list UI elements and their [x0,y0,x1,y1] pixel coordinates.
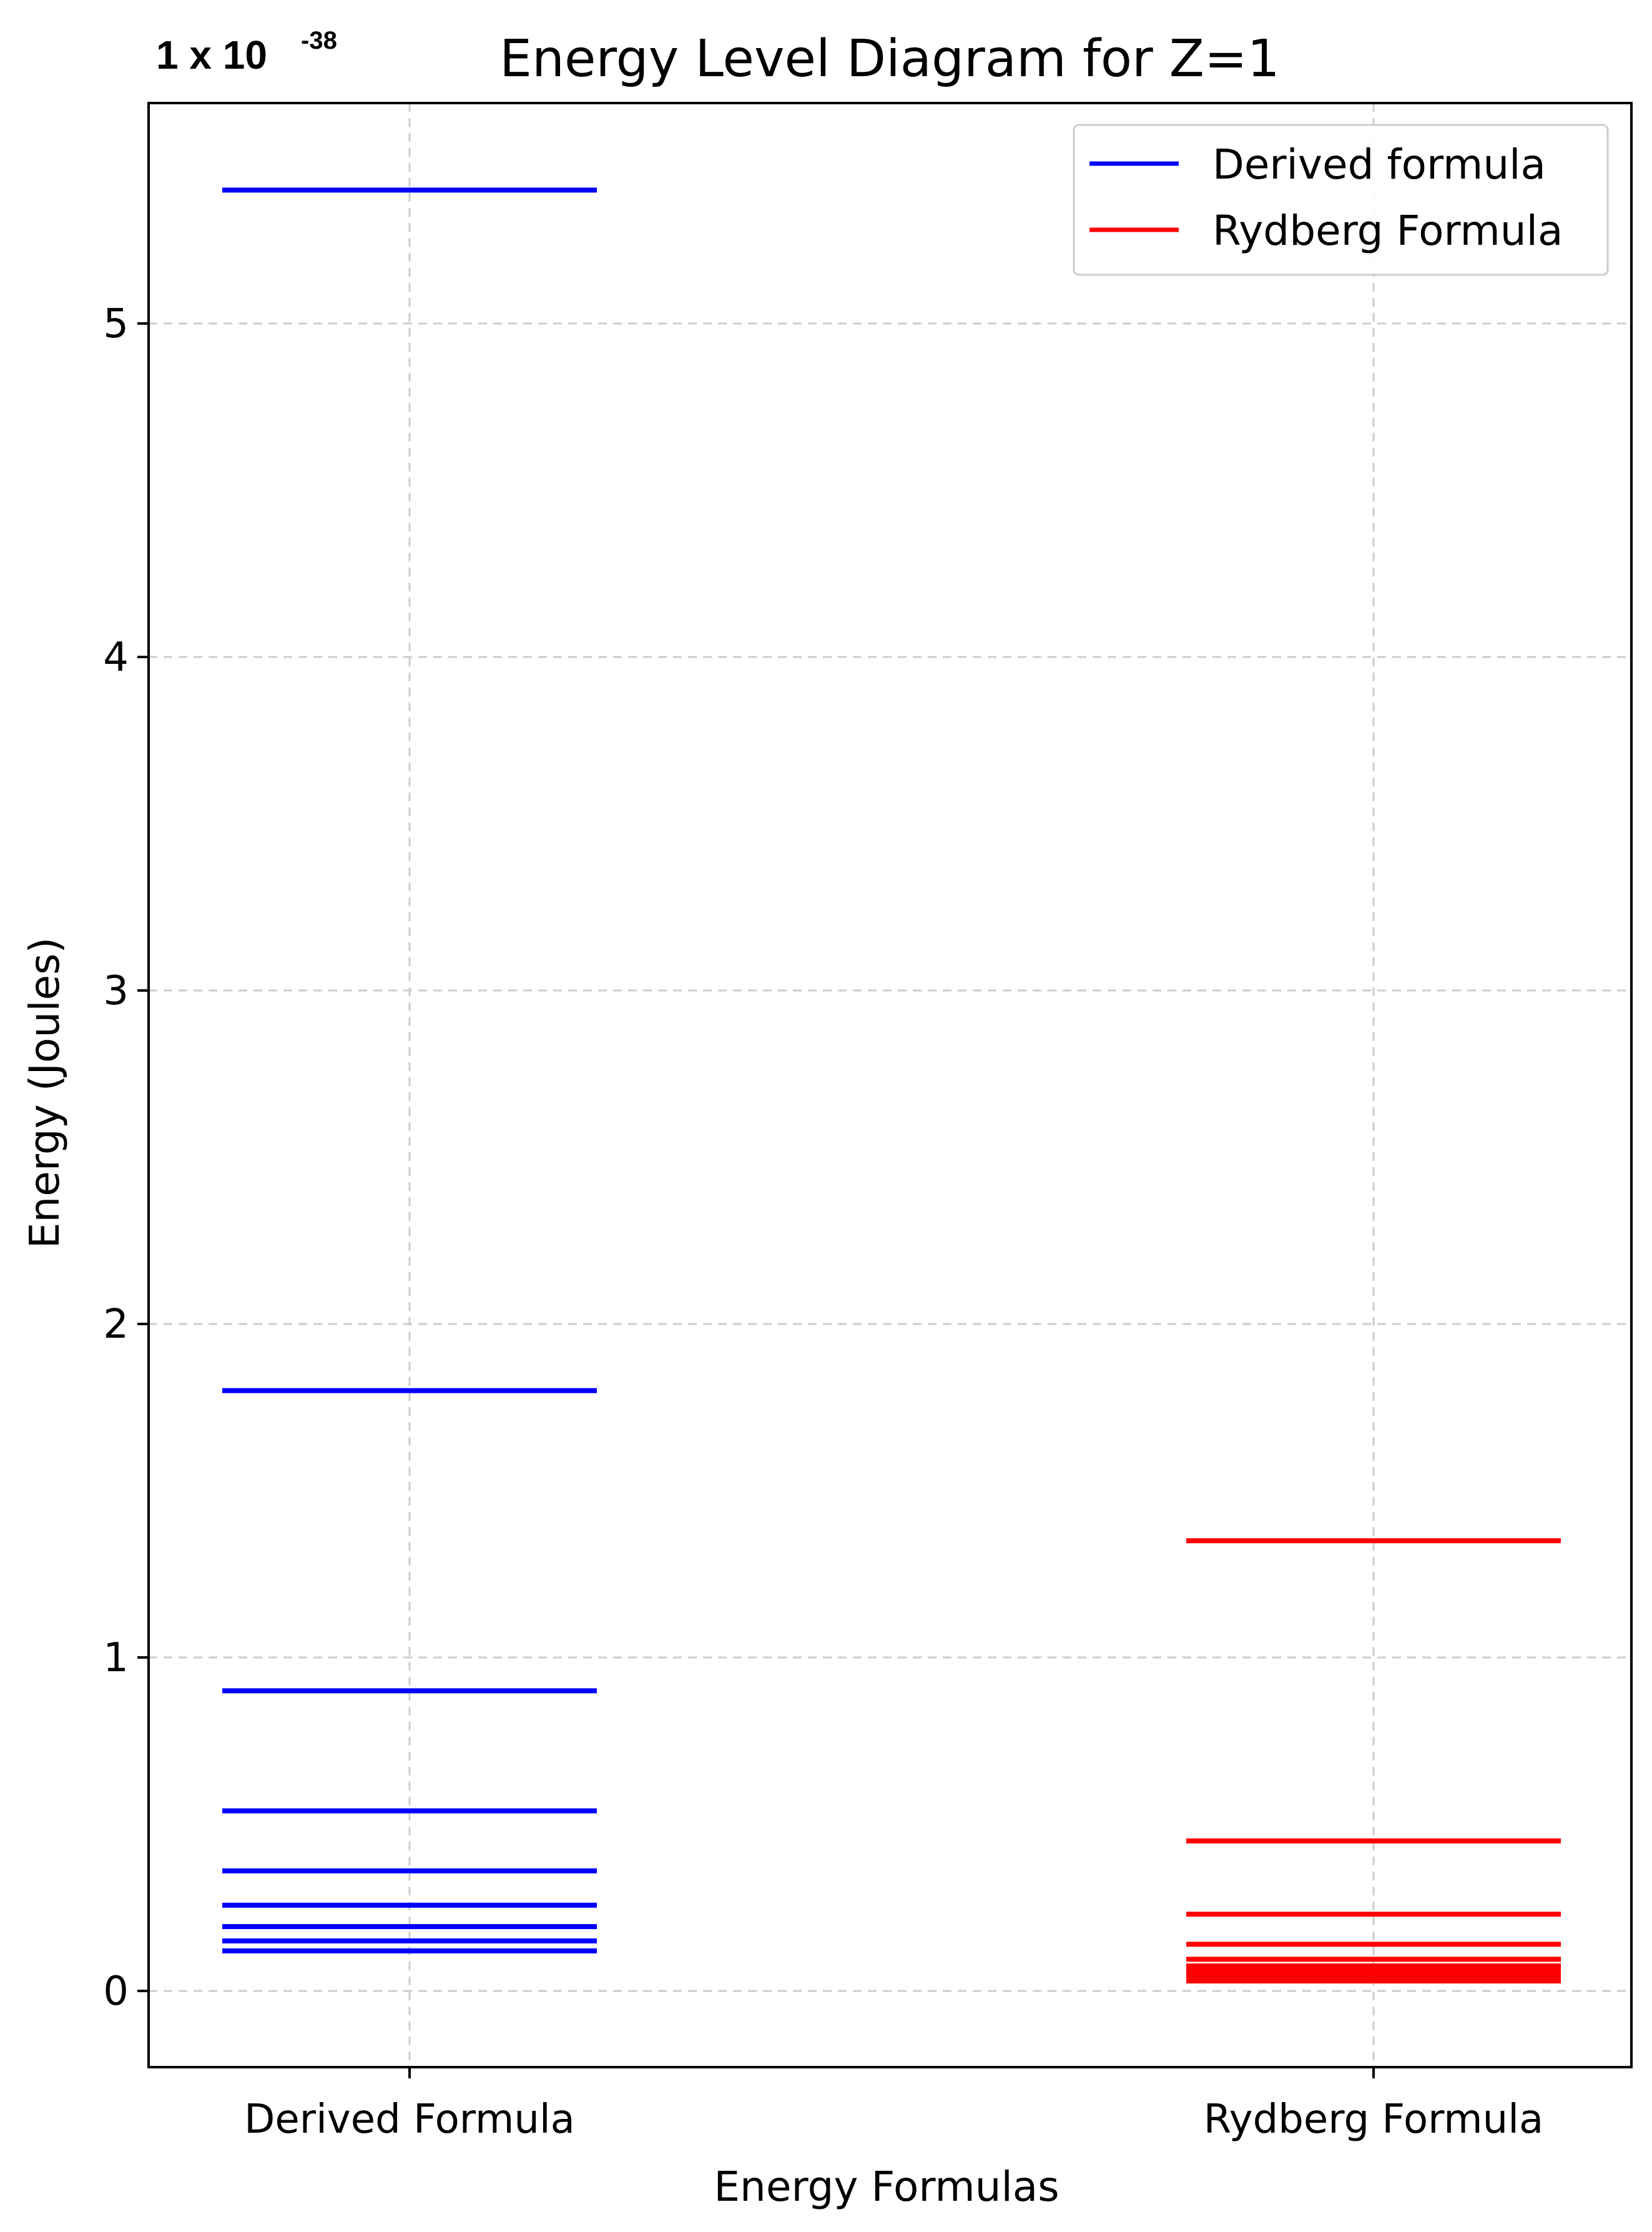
y-scale-factor: 1 x 10 -38 [156,27,337,77]
chart-title: Energy Level Diagram for Z=1 [499,29,1280,89]
energy-levels [222,187,1561,1983]
y-tick-label: 3 [103,968,129,1014]
plot-area-frame [147,102,1633,2068]
y-axis-title: Energy (Joules) [21,937,69,1249]
y-tick-label: 1 [103,1635,129,1681]
legend-label: Rydberg Formula [1212,207,1563,255]
scale-factor-base: 1 x 10 [156,32,267,77]
legend-label: Derived formula [1212,141,1546,189]
y-tick-label: 5 [103,301,129,347]
y-tick-label: 4 [103,635,129,681]
x-axis-title: Energy Formulas [714,2163,1059,2211]
x-tick-label: Rydberg Formula [1204,2096,1543,2143]
scale-factor-exponent: -38 [301,27,337,54]
x-tick-label: Derived Formula [244,2096,575,2143]
axis-ticks: 0 1 2 3 4 5 Derived Formula Rydberg Formula [103,301,1543,2143]
y-tick-label: 2 [103,1301,129,1348]
legend: Derived formula Rydberg Formula [1073,124,1609,276]
y-tick-label: 0 [103,1968,129,2015]
legend-box [1073,124,1609,276]
grid-lines [149,103,1631,2067]
